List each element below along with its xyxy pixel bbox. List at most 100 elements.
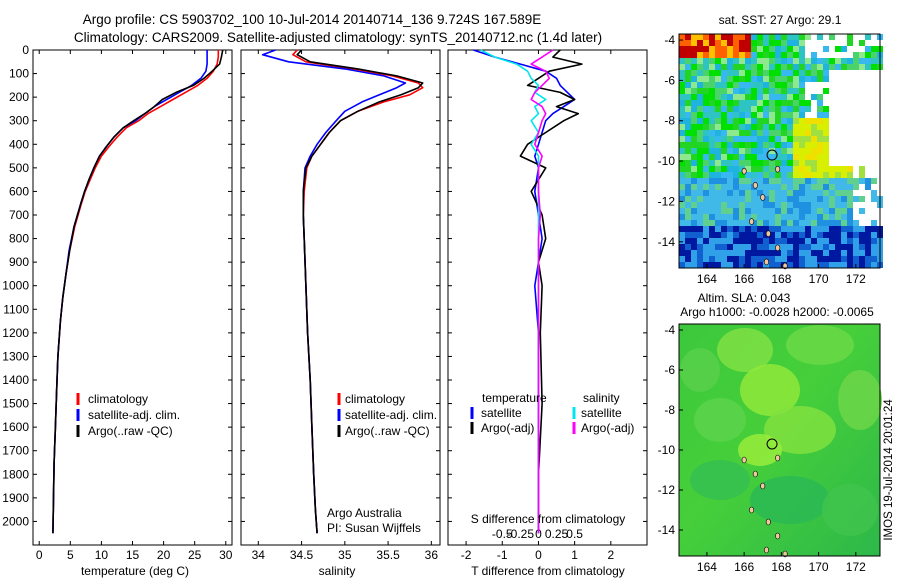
sst-cell bbox=[793, 196, 799, 202]
map-x-tick-label: 172 bbox=[846, 560, 866, 574]
sst-cell bbox=[757, 232, 763, 238]
sst-cell bbox=[781, 250, 787, 256]
sst-cell bbox=[859, 172, 865, 178]
sst-cell bbox=[691, 208, 697, 214]
sst-cell bbox=[871, 244, 877, 250]
sst-cell bbox=[817, 220, 823, 226]
sst-cell bbox=[685, 190, 691, 196]
sst-cell bbox=[721, 190, 727, 196]
sst-cell bbox=[847, 34, 853, 40]
series-line bbox=[530, 49, 554, 534]
sst-cell bbox=[775, 34, 781, 40]
sst-cell bbox=[739, 40, 745, 46]
sst-cell bbox=[787, 160, 793, 166]
map-y-tick-label: -14 bbox=[658, 523, 676, 537]
sst-cell bbox=[679, 220, 685, 226]
sst-cell bbox=[769, 232, 775, 238]
sst-cell bbox=[715, 58, 721, 64]
sst-cell bbox=[715, 52, 721, 58]
sst-cell bbox=[823, 178, 829, 184]
temperature-legend: climatology satellite-adj. clim. Argo(..… bbox=[76, 392, 180, 438]
sst-cell bbox=[805, 58, 811, 64]
sst-cell bbox=[787, 94, 793, 100]
x-tick-label: 34 bbox=[252, 548, 266, 562]
sst-cell bbox=[805, 136, 811, 142]
depth-tick-label: 900 bbox=[9, 255, 29, 269]
sst-cell bbox=[805, 202, 811, 208]
sst-cell bbox=[757, 118, 763, 124]
sst-cell bbox=[685, 76, 691, 82]
sst-cell bbox=[679, 178, 685, 184]
sst-cell bbox=[715, 256, 721, 262]
sst-cell bbox=[745, 250, 751, 256]
sst-cell bbox=[769, 88, 775, 94]
legend-sal-satellite-label: satellite bbox=[581, 406, 622, 420]
series-line bbox=[473, 49, 576, 534]
sst-cell bbox=[685, 232, 691, 238]
sst-cell bbox=[805, 238, 811, 244]
sst-cell bbox=[817, 214, 823, 220]
sst-cell bbox=[727, 118, 733, 124]
sst-cell bbox=[739, 106, 745, 112]
sst-cell bbox=[823, 262, 829, 268]
sst-cell bbox=[745, 244, 751, 250]
sst-cell bbox=[841, 202, 847, 208]
sst-cell bbox=[685, 220, 691, 226]
sst-cell bbox=[847, 172, 853, 178]
sst-cell bbox=[781, 142, 787, 148]
sst-cell bbox=[697, 34, 703, 40]
sst-cell bbox=[757, 100, 763, 106]
sst-cell bbox=[715, 262, 721, 268]
sst-cell bbox=[817, 172, 823, 178]
sst-cell bbox=[775, 94, 781, 100]
sst-cell bbox=[793, 178, 799, 184]
sst-cell bbox=[739, 172, 745, 178]
sst-cell bbox=[763, 166, 769, 172]
sst-cell bbox=[859, 262, 865, 268]
sst-cell bbox=[703, 172, 709, 178]
sst-cell bbox=[739, 46, 745, 52]
sst-cell bbox=[733, 238, 739, 244]
sst-cell bbox=[703, 100, 709, 106]
sst-cell bbox=[829, 220, 835, 226]
sst-cell bbox=[781, 94, 787, 100]
sst-cell bbox=[685, 148, 691, 154]
sst-cell bbox=[709, 34, 715, 40]
sst-cell bbox=[817, 100, 823, 106]
sst-cell bbox=[721, 262, 727, 268]
sst-cell bbox=[775, 178, 781, 184]
sst-cell bbox=[703, 232, 709, 238]
sst-cell bbox=[685, 202, 691, 208]
sst-cell bbox=[781, 244, 787, 250]
island-shape bbox=[752, 470, 758, 478]
sst-cell bbox=[679, 70, 685, 76]
sst-cell bbox=[769, 112, 775, 118]
legend-satellite-label: satellite-adj. clim. bbox=[345, 408, 437, 422]
sst-cell bbox=[709, 208, 715, 214]
sla-field-patch bbox=[838, 370, 882, 430]
sst-cell bbox=[817, 226, 823, 232]
sst-cell bbox=[703, 166, 709, 172]
sst-cell bbox=[751, 118, 757, 124]
sst-cell bbox=[817, 208, 823, 214]
sst-cell bbox=[823, 142, 829, 148]
sst-cell bbox=[769, 190, 775, 196]
sst-cell bbox=[697, 190, 703, 196]
sst-cell bbox=[691, 76, 697, 82]
sst-cell bbox=[811, 238, 817, 244]
sst-cell bbox=[805, 250, 811, 256]
sla-field-patch bbox=[822, 484, 878, 536]
sst-cell bbox=[865, 64, 871, 70]
sst-cell bbox=[709, 94, 715, 100]
sst-cell bbox=[679, 250, 685, 256]
sst-cell bbox=[709, 166, 715, 172]
sst-cell bbox=[691, 40, 697, 46]
sst-cell bbox=[727, 232, 733, 238]
sst-cell bbox=[757, 148, 763, 154]
sst-cell bbox=[679, 82, 685, 88]
sst-cell bbox=[733, 130, 739, 136]
sst-cell bbox=[841, 214, 847, 220]
sst-cell bbox=[841, 196, 847, 202]
sst-cell bbox=[781, 232, 787, 238]
sst-cell bbox=[745, 100, 751, 106]
